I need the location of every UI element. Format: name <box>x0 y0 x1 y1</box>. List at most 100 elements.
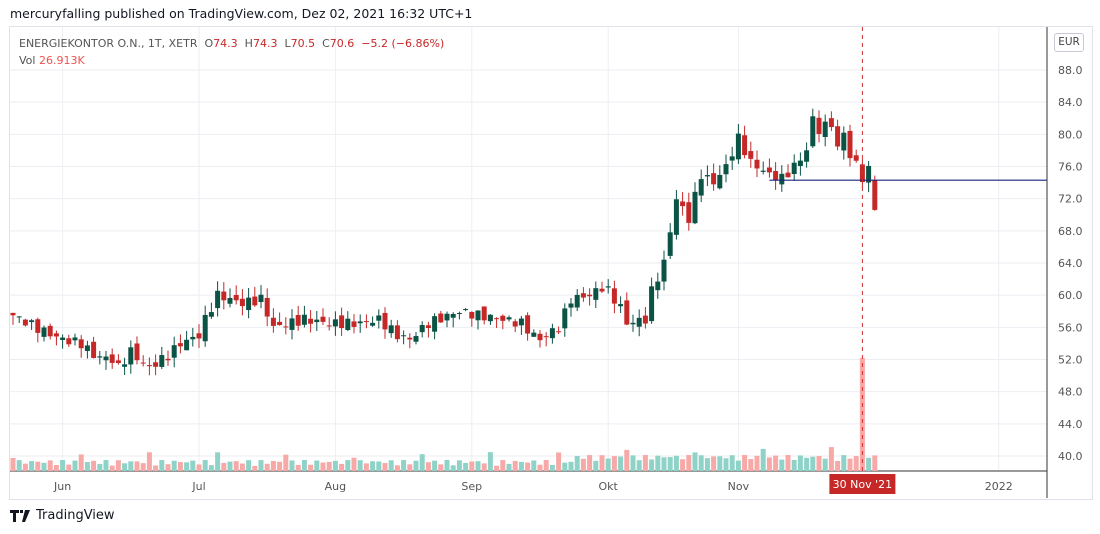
candle-body <box>835 126 841 147</box>
candle-body <box>363 321 369 323</box>
volume-bar <box>413 460 419 471</box>
volume-bar <box>208 465 214 471</box>
volume-bar <box>487 452 493 471</box>
candle-body <box>382 312 388 330</box>
volume-bar <box>766 457 772 471</box>
symbol-name: ENERGIEKONTOR O.N., 1T, XETR <box>19 37 198 50</box>
high-value: 74.3 <box>252 37 278 50</box>
candle-body <box>233 294 239 301</box>
y-tick-label: 48.0 <box>1058 386 1083 399</box>
volume-bar <box>667 457 673 471</box>
candle-body <box>785 172 791 178</box>
candle-body <box>531 332 537 337</box>
candle-body <box>419 324 425 333</box>
volume-bar <box>258 460 264 471</box>
volume-bar <box>680 459 686 471</box>
volume-bar <box>363 463 369 471</box>
open-label: O <box>204 37 214 50</box>
volume-bar <box>816 456 822 471</box>
candle-body <box>35 319 41 333</box>
currency-button[interactable]: EUR <box>1054 33 1084 52</box>
volume-bar <box>264 463 270 471</box>
candle-body <box>407 337 413 340</box>
candle-body <box>661 259 667 282</box>
candle-body <box>605 286 611 288</box>
candle-body <box>72 337 78 341</box>
y-tick-label: 88.0 <box>1058 64 1083 77</box>
tradingview-logo[interactable]: TradingView <box>10 508 115 523</box>
volume-bar <box>252 465 258 471</box>
candle-body <box>376 315 382 321</box>
candle-body <box>463 309 469 311</box>
volume-bar <box>537 464 543 471</box>
x-tick-label: Sep <box>461 480 482 493</box>
close-label: C <box>322 37 330 50</box>
volume-bar <box>549 464 555 471</box>
volume-bar <box>357 460 363 471</box>
candle-body <box>357 321 363 324</box>
candle-body <box>494 318 500 320</box>
candle-body <box>227 297 233 304</box>
volume-bar <box>134 461 140 471</box>
candle-body <box>320 316 326 322</box>
y-tick-label: 80.0 <box>1058 128 1083 141</box>
volume-bar <box>543 460 549 471</box>
candle-body <box>735 133 741 160</box>
candle-body <box>246 297 252 311</box>
volume-bar <box>469 461 475 471</box>
x-tick-label: Jul <box>191 480 205 493</box>
candle-body <box>84 345 90 351</box>
volume-bar <box>735 460 741 471</box>
candle-body <box>115 360 121 364</box>
candle-body <box>91 341 97 358</box>
volume-bar <box>587 455 593 471</box>
candle-body <box>134 343 140 361</box>
candle-body <box>537 333 543 341</box>
candle-body <box>481 306 487 321</box>
volume-bar <box>692 452 698 471</box>
volume-bar <box>785 455 791 471</box>
volume-bar <box>78 454 84 471</box>
volume-bar <box>835 460 841 471</box>
volume-bar <box>773 455 779 471</box>
candle-body <box>760 170 766 172</box>
volume-bar <box>308 464 314 471</box>
volume-bar <box>593 460 599 471</box>
candle-body <box>456 313 462 315</box>
volume-bar <box>711 456 717 471</box>
volume-bar <box>580 458 586 471</box>
candle-body <box>184 339 190 351</box>
crosshair-date-label: 30 Nov '21 <box>833 478 892 491</box>
volume-bar <box>10 458 16 471</box>
candle-body <box>487 314 493 322</box>
volume-bar <box>376 461 382 471</box>
candle-body <box>351 321 357 327</box>
volume-bar <box>841 455 847 471</box>
candle-body <box>208 312 214 317</box>
candle-body <box>742 135 748 156</box>
candle-body <box>828 118 834 128</box>
volume-bar <box>177 462 183 471</box>
candle-body <box>109 354 115 363</box>
candle-body <box>618 304 624 307</box>
chart-frame[interactable] <box>9 26 1093 500</box>
candle-body <box>146 365 152 367</box>
candle-body <box>215 290 221 309</box>
volume-bar <box>103 460 109 471</box>
candle-body <box>630 322 636 325</box>
candle-body <box>841 132 847 151</box>
volume-bar <box>246 460 252 471</box>
x-tick-label: Nov <box>728 480 750 493</box>
candle-body <box>636 317 642 327</box>
candle-body <box>593 288 599 300</box>
candle-body <box>295 315 301 326</box>
volume-bar <box>407 464 413 471</box>
candle-body <box>649 286 655 322</box>
candle-body <box>190 336 196 340</box>
chart-legend: ENERGIEKONTOR O.N., 1T, XETR O74.3 H74.3… <box>19 35 444 69</box>
y-tick-label: 52.0 <box>1058 354 1083 367</box>
volume-bar <box>704 458 710 471</box>
candle-body <box>469 311 475 319</box>
candle-body <box>47 325 53 337</box>
